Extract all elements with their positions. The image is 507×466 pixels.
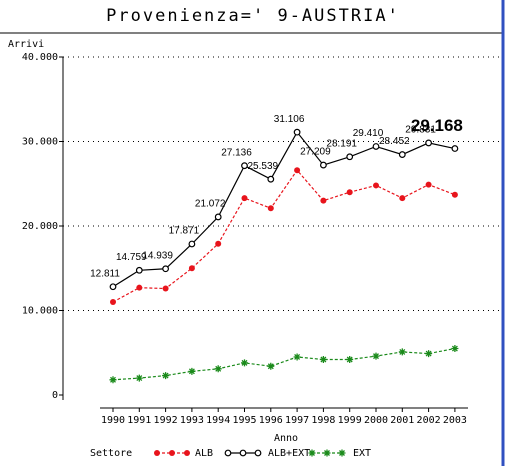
data-label: 29.168 bbox=[411, 116, 463, 135]
marker bbox=[184, 450, 190, 456]
marker bbox=[425, 139, 433, 147]
marker bbox=[215, 240, 222, 247]
marker bbox=[308, 449, 316, 457]
marker bbox=[293, 353, 301, 361]
data-label: 14.759 bbox=[116, 252, 147, 263]
data-label: 12.811 bbox=[90, 268, 120, 279]
y-axis-label: Arrivi bbox=[8, 39, 44, 50]
series-line bbox=[112, 131, 456, 288]
marker bbox=[373, 182, 379, 189]
marker bbox=[188, 240, 196, 248]
marker bbox=[425, 350, 433, 358]
marker bbox=[293, 128, 301, 136]
marker bbox=[188, 367, 196, 375]
x-tick-label: 1993 bbox=[180, 415, 204, 426]
x-tick-label: 2000 bbox=[364, 415, 388, 426]
marker bbox=[188, 265, 195, 272]
marker bbox=[162, 265, 170, 273]
legend-label: EXT bbox=[353, 448, 371, 459]
marker bbox=[267, 362, 275, 370]
marker bbox=[254, 449, 262, 457]
x-tick-label: 2002 bbox=[417, 415, 441, 426]
legend-label: ALB+EXT bbox=[268, 448, 310, 459]
marker bbox=[110, 299, 116, 306]
marker bbox=[294, 167, 301, 174]
marker bbox=[451, 345, 459, 353]
marker bbox=[320, 197, 327, 204]
data-label: 27.136 bbox=[221, 147, 252, 158]
x-tick-label: 2003 bbox=[443, 415, 467, 426]
marker bbox=[320, 161, 327, 169]
y-tick-label: 30.000 bbox=[22, 137, 58, 148]
x-tick-label: 2001 bbox=[390, 415, 414, 426]
x-axis-label: Anno bbox=[274, 433, 298, 444]
x-tick-label: 1997 bbox=[285, 415, 309, 426]
y-tick-label: 0 bbox=[52, 390, 58, 401]
x-tick-label: 1991 bbox=[127, 415, 151, 426]
marker bbox=[241, 195, 248, 202]
data-label: 27.209 bbox=[300, 147, 331, 158]
marker bbox=[241, 359, 248, 367]
marker bbox=[346, 153, 354, 161]
data-label: 28.452 bbox=[379, 136, 410, 147]
marker bbox=[372, 352, 380, 360]
x-tick-label: 1999 bbox=[338, 415, 362, 426]
marker bbox=[372, 143, 380, 150]
marker bbox=[267, 205, 274, 212]
marker bbox=[154, 450, 160, 456]
series-line bbox=[112, 169, 456, 303]
marker bbox=[109, 376, 117, 384]
data-label: 29.831 bbox=[405, 125, 436, 136]
x-tick-label: 1995 bbox=[232, 415, 256, 426]
data-label: 28.191 bbox=[326, 138, 357, 149]
y-tick-label: 40.000 bbox=[22, 52, 58, 63]
data-label: 21.072 bbox=[195, 199, 226, 210]
marker bbox=[398, 151, 406, 158]
x-tick-label: 1990 bbox=[101, 415, 125, 426]
marker bbox=[135, 266, 143, 274]
x-tick-label: 1992 bbox=[154, 415, 178, 426]
chart-title: Provenienza=' 9-AUSTRIA' bbox=[106, 6, 400, 26]
marker bbox=[241, 162, 248, 170]
data-label: 31.106 bbox=[274, 114, 305, 125]
marker bbox=[323, 449, 331, 457]
x-tick-label: 1994 bbox=[206, 415, 230, 426]
marker bbox=[398, 348, 406, 356]
legend-label: ALB bbox=[195, 448, 213, 459]
data-label: 17.871 bbox=[169, 226, 200, 237]
marker bbox=[162, 285, 169, 292]
marker bbox=[214, 365, 222, 373]
series-line bbox=[112, 347, 456, 381]
marker bbox=[399, 195, 406, 202]
y-tick-label: 10.000 bbox=[22, 306, 58, 317]
marker bbox=[169, 450, 175, 456]
x-tick-label: 1998 bbox=[311, 415, 335, 426]
marker bbox=[346, 356, 354, 364]
marker bbox=[214, 213, 222, 221]
marker bbox=[162, 372, 170, 380]
data-label: 25.539 bbox=[248, 161, 279, 172]
y-tick-label: 20.000 bbox=[22, 221, 58, 232]
marker bbox=[319, 356, 327, 364]
marker bbox=[224, 449, 232, 457]
marker bbox=[425, 181, 432, 188]
marker bbox=[267, 175, 275, 183]
marker bbox=[239, 449, 247, 457]
marker bbox=[136, 284, 143, 291]
x-tick-label: 1996 bbox=[259, 415, 283, 426]
marker bbox=[451, 145, 459, 152]
marker bbox=[135, 374, 143, 382]
marker bbox=[346, 189, 353, 196]
data-label: 14.939 bbox=[142, 250, 173, 261]
legend-title: Settore bbox=[90, 448, 132, 459]
marker bbox=[109, 283, 117, 291]
marker bbox=[451, 191, 458, 198]
data-label: 29.410 bbox=[353, 128, 384, 139]
marker bbox=[338, 449, 346, 457]
